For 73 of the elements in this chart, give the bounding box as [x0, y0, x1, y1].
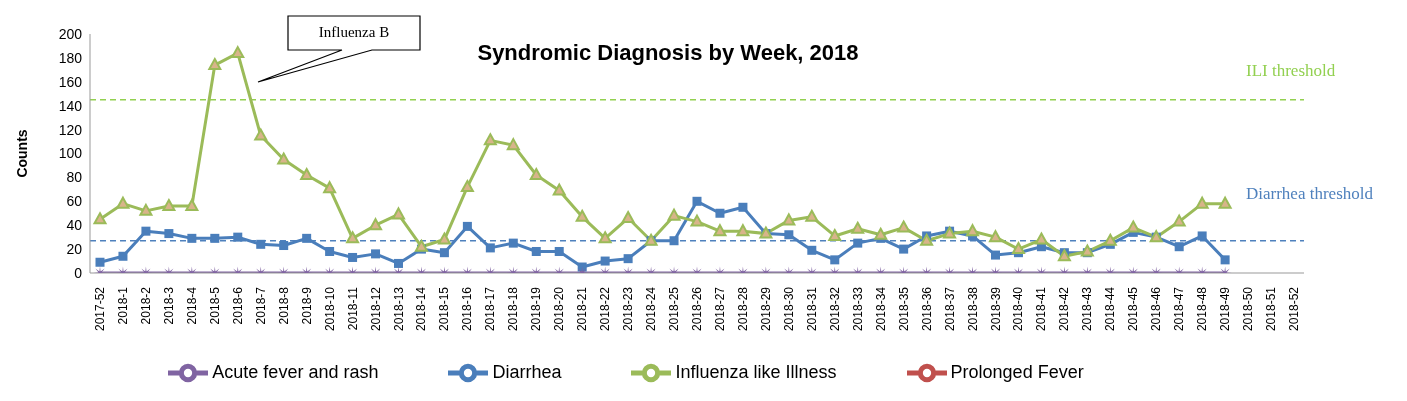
x-tick-label: 2018-44	[1103, 286, 1118, 332]
x-tick-label: 2018-2	[138, 286, 153, 325]
y-tick-label: 80	[66, 169, 83, 186]
x-tick-label: 2018-39	[988, 286, 1003, 332]
x-tick-label: 2018-49	[1218, 286, 1233, 332]
x-tick-label: 2018-42	[1057, 286, 1072, 332]
y-tick-label: 100	[58, 145, 83, 162]
x-tick-label: 2017-52	[93, 286, 107, 332]
x-tick-label: 2018-14	[414, 286, 429, 332]
x-tick-label: 2018-1	[115, 286, 130, 325]
annotation: Influenza B	[318, 24, 390, 40]
x-tick-label: 2018-35	[896, 286, 911, 332]
x-tick-label: 2018-37	[942, 286, 957, 332]
y-tick-label: 40	[66, 217, 83, 234]
x-tick-label: 2018-23	[621, 286, 636, 332]
x-tick-label: 2018-22	[598, 286, 613, 332]
y-tick-label: 120	[58, 121, 83, 138]
x-tick-label: 2018-19	[529, 286, 544, 332]
y-tick-label: 140	[58, 97, 83, 114]
x-tick-label: 2018-51	[1264, 286, 1279, 332]
y-tick-label: 60	[66, 193, 83, 210]
x-tick-label: 2018-10	[322, 286, 337, 332]
x-tick-label: 2018-48	[1195, 286, 1210, 332]
x-tick-label: 2018-18	[506, 286, 521, 332]
x-tick-label: 2018-8	[276, 286, 291, 325]
x-tick-label: 2018-50	[1241, 286, 1256, 332]
legend-label: Diarrhea	[492, 361, 562, 382]
y-axis-title: Counts	[13, 129, 30, 178]
x-tick-label: 2018-15	[437, 286, 452, 332]
x-tick-label: 2018-12	[368, 286, 383, 332]
x-tick-label: 2018-28	[735, 286, 750, 332]
x-tick-label: 2018-47	[1172, 286, 1187, 332]
y-tick-label: 160	[58, 73, 83, 90]
x-tick-label: 2018-40	[1011, 286, 1026, 332]
x-tick-label: 2018-5	[207, 286, 222, 325]
chart-title: Syndromic Diagnosis by Week, 2018	[477, 40, 859, 65]
x-tick-label: 2018-29	[758, 286, 773, 332]
ref-line-label: Diarrhea threshold	[1246, 183, 1374, 203]
x-tick-label: 2018-7	[253, 286, 268, 325]
x-tick-label: 2018-21	[575, 286, 590, 332]
legend-label: Acute fever and rash	[212, 361, 379, 382]
x-tick-label: 2018-24	[644, 286, 659, 332]
x-tick-label: 2018-30	[781, 286, 796, 332]
x-tick-label: 2018-11	[345, 286, 360, 331]
x-tick-label: 2018-32	[827, 286, 842, 332]
x-tick-label: 2018-27	[712, 286, 727, 332]
ref-line-label: ILI threshold	[1246, 60, 1336, 80]
x-tick-label: 2018-34	[873, 286, 888, 332]
legend-label: Prolonged Fever	[950, 361, 1084, 382]
x-tick-label: 2018-13	[391, 286, 406, 332]
x-tick-label: 2018-36	[919, 286, 934, 332]
x-tick-label: 2018-17	[483, 286, 498, 332]
y-tick-label: 200	[58, 25, 83, 42]
legend-label: Influenza like Illness	[675, 361, 837, 382]
x-tick-label: 2018-31	[804, 286, 819, 332]
y-tick-label: 180	[58, 49, 83, 66]
x-tick-label: 2018-9	[299, 286, 314, 325]
x-tick-label: 2018-45	[1126, 286, 1141, 332]
x-tick-label: 2018-16	[460, 286, 475, 332]
x-tick-label: 2018-4	[184, 286, 199, 325]
x-tick-label: 2018-26	[690, 286, 704, 332]
x-tick-label: 2018-41	[1034, 286, 1049, 332]
x-tick-label: 2018-3	[161, 286, 176, 325]
x-tick-label: 2018-20	[552, 286, 567, 332]
x-tick-label: 2018-25	[667, 286, 682, 332]
x-tick-label: 2018-33	[850, 286, 865, 332]
y-tick-label: 0	[74, 264, 83, 281]
x-tick-label: 2018-43	[1080, 286, 1095, 332]
y-tick-label: 20	[66, 241, 83, 258]
x-tick-label: 2018-46	[1149, 286, 1164, 332]
x-tick-label: 2018-38	[965, 286, 980, 332]
x-tick-label: 2018-52	[1287, 286, 1301, 332]
x-tick-label: 2018-6	[230, 286, 245, 325]
